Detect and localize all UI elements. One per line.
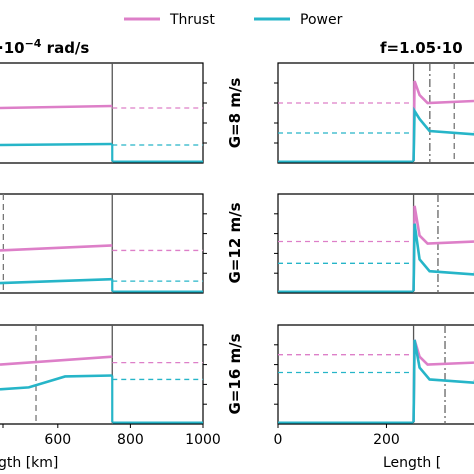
left-xlabel: gth [km]	[0, 455, 58, 471]
panels: 60080010000200400	[0, 62, 474, 448]
row1-left-thrust-line	[0, 104, 113, 110]
row1-right-power-curve	[412, 106, 474, 162]
left-title-tail: rad/s	[41, 39, 89, 57]
row1-right-frame	[277, 62, 474, 164]
legend: Thrust Power	[124, 12, 343, 28]
legend-power-label: Power	[300, 12, 343, 28]
row2-left-power-line	[0, 277, 113, 285]
row-label-g8: G=8 m/s	[226, 78, 244, 149]
right-xlabel: Length [	[383, 455, 441, 471]
left-xtick-label: 1000	[185, 432, 221, 448]
right-column-title: f=1.05·10	[380, 39, 463, 57]
left-title-visible: ·10	[0, 39, 25, 57]
row3-left-frame	[0, 324, 204, 425]
row2-left-thrust-line	[0, 244, 113, 252]
row2-right-power-curve	[412, 223, 474, 292]
left-xtick-label: 600	[44, 432, 71, 448]
row3-right-frame	[277, 324, 474, 425]
row1-left-frame	[0, 62, 204, 164]
row2-left-frame	[0, 193, 204, 294]
row1-right-thrust-curve	[412, 80, 474, 162]
left-column-title: ·10−4 rad/s	[0, 37, 89, 57]
row2-right-thrust-curve	[412, 205, 474, 292]
left-xtick-label: 800	[117, 432, 144, 448]
row2-right-frame	[277, 193, 474, 294]
row3-right-power-curve	[412, 339, 474, 423]
row3-left-thrust-line	[0, 355, 113, 366]
row-label-g16: G=16 m/s	[226, 333, 244, 414]
row3-left-power-line	[0, 374, 113, 391]
left-title-sup: −4	[25, 37, 42, 50]
right-xtick-label: 0	[274, 432, 283, 448]
legend-thrust-label: Thrust	[169, 12, 215, 28]
row1-left-power-line	[0, 142, 113, 147]
row-label-g12: G=12 m/s	[226, 202, 244, 283]
right-xtick-label: 200	[373, 432, 400, 448]
